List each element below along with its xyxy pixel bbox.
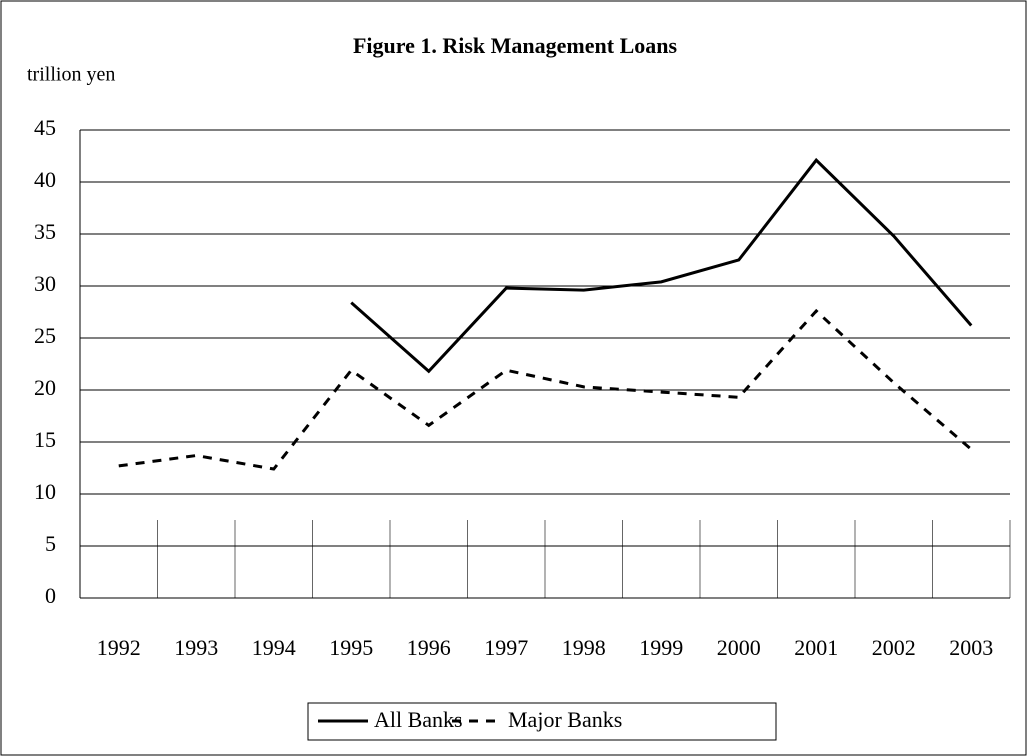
x-tick-label: 1996: [407, 635, 451, 660]
x-tick-label: 2002: [872, 635, 916, 660]
x-tick-label: 2003: [949, 635, 993, 660]
series-line: [350, 157, 973, 374]
series-line: [118, 308, 973, 471]
x-tick-label: 1998: [562, 635, 606, 660]
x-tick-label: 2001: [794, 635, 838, 660]
legend-label: All Banks: [374, 707, 463, 732]
y-tick-label: 20: [34, 375, 56, 400]
y-tick-label: 15: [34, 427, 56, 452]
x-tick-label: 1995: [329, 635, 373, 660]
x-tick-label: 1993: [174, 635, 218, 660]
x-tick-label: 1997: [484, 635, 528, 660]
y-tick-label: 10: [34, 479, 56, 504]
x-tick-label: 1999: [639, 635, 683, 660]
chart-title: Figure 1. Risk Management Loans: [353, 33, 678, 58]
y-tick-label: 25: [34, 323, 56, 348]
x-tick-label: 2000: [717, 635, 761, 660]
y-tick-label: 45: [34, 115, 56, 140]
x-tick-label: 1992: [97, 635, 141, 660]
y-tick-label: 0: [45, 583, 56, 608]
x-tick-label: 1994: [252, 635, 296, 660]
legend-label: Major Banks: [508, 707, 622, 732]
y-axis-label: trillion yen: [27, 64, 115, 86]
legend-box: [307, 702, 777, 741]
y-tick-label: 30: [34, 271, 56, 296]
y-tick-label: 40: [34, 167, 56, 192]
y-tick-label: 5: [45, 531, 56, 556]
y-tick-label: 35: [34, 219, 56, 244]
